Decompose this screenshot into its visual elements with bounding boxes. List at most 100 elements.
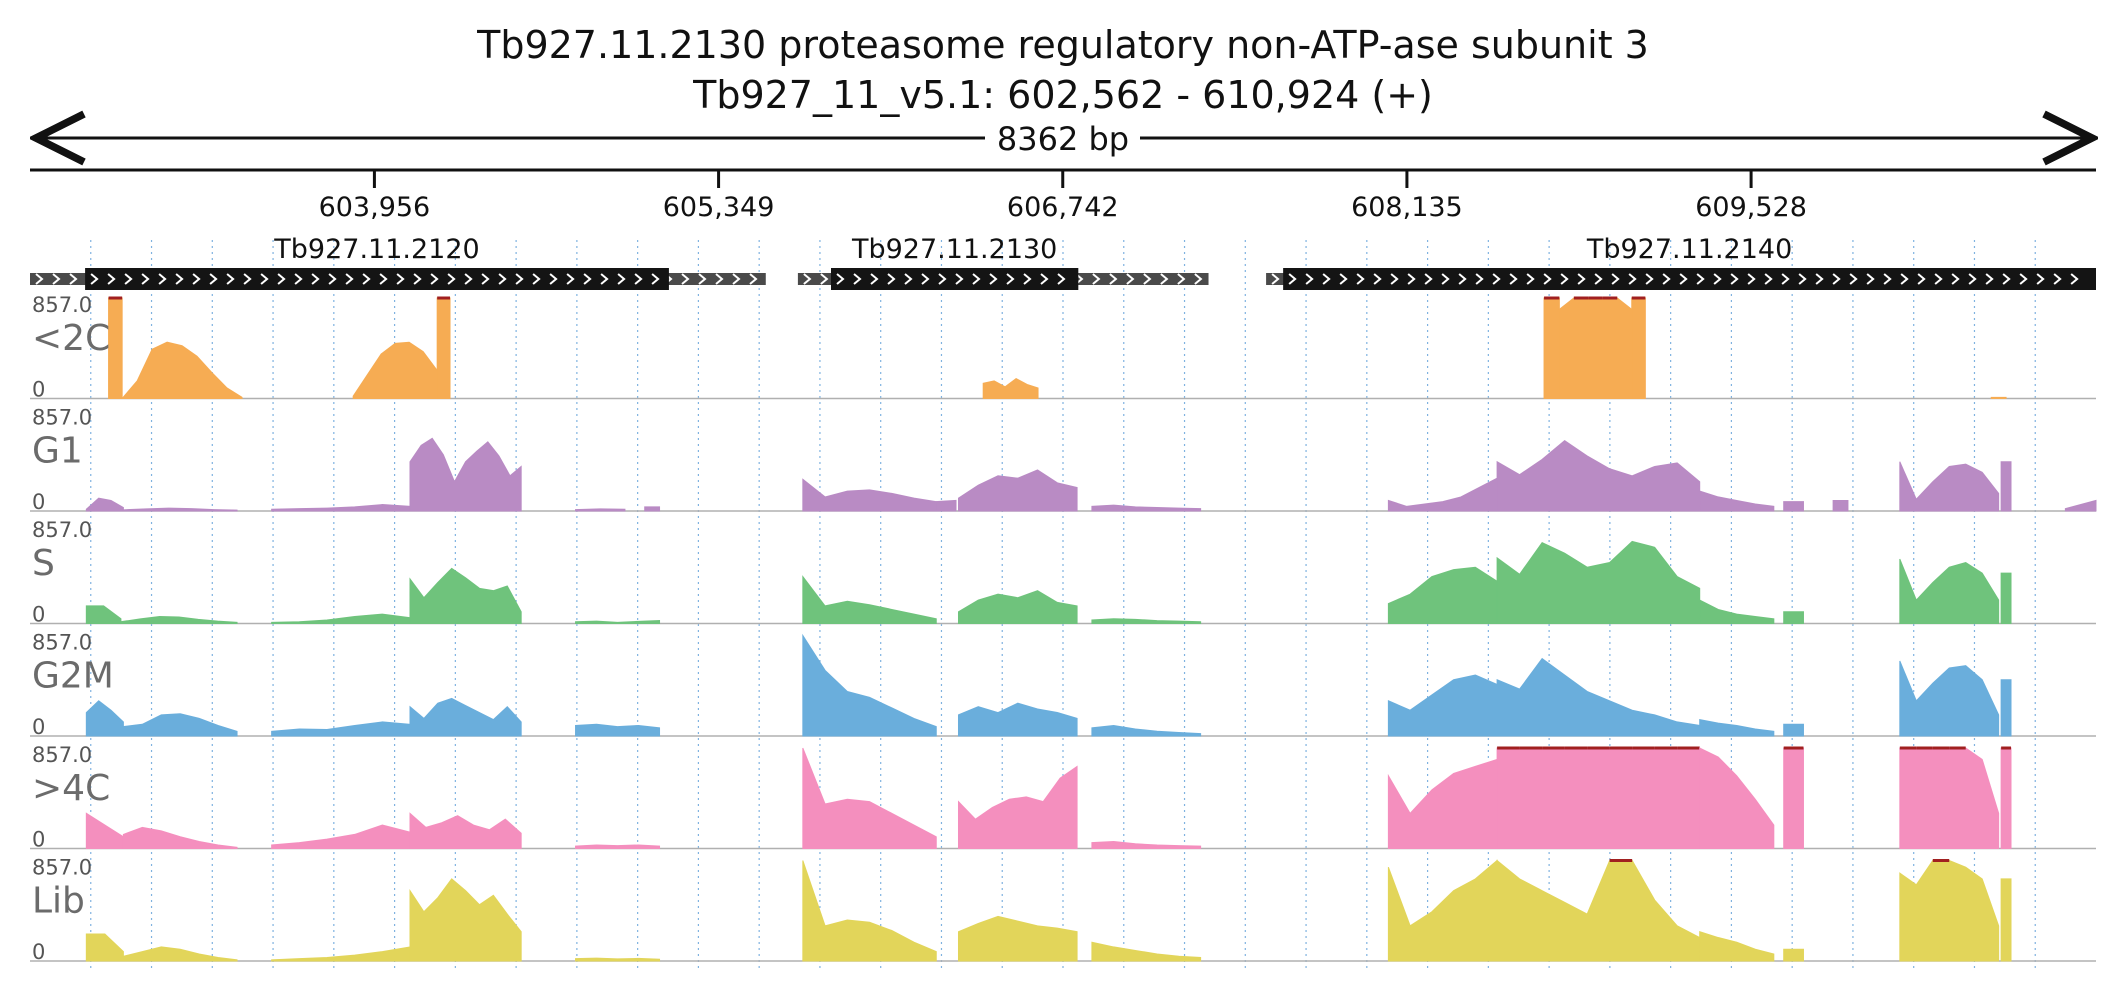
- strand-chevron: [328, 273, 337, 285]
- coverage-area: [1899, 747, 2000, 849]
- coverage-area: [1091, 840, 1202, 849]
- strand-chevron: [1441, 273, 1450, 285]
- strand-chevron: [311, 273, 320, 285]
- coverage-area: [802, 860, 937, 962]
- strand-chevron: [1645, 273, 1654, 285]
- coverage-area: [1496, 540, 1701, 624]
- strand-chevron: [1177, 273, 1186, 285]
- coverage-area: [271, 824, 411, 849]
- track-name-label: G2M: [32, 656, 114, 697]
- coverage-area: [1899, 461, 2000, 512]
- coverage-area: [271, 946, 411, 962]
- strand-chevron: [1160, 273, 1169, 285]
- coverage-track: 857.0 0 G2M: [30, 631, 2096, 739]
- strand-chevron: [1968, 273, 1977, 285]
- coverage-tracks: 857.00<2C857.00G1857.00S857.00G2M857.00>…: [30, 293, 2097, 964]
- track-ymin-label: 0: [32, 828, 45, 852]
- coverage-area: [2000, 572, 2012, 624]
- coverage-area: [1783, 501, 1804, 512]
- coverage-area: [802, 478, 937, 512]
- strand-chevron: [715, 273, 724, 285]
- strand-chevron: [870, 273, 879, 285]
- strand-chevron: [1849, 273, 1858, 285]
- strand-chevron: [243, 273, 252, 285]
- strand-chevron: [1475, 273, 1484, 285]
- strand-chevron: [583, 273, 592, 285]
- gene-cds: [831, 268, 1079, 290]
- track-ymin-label: 0: [32, 378, 45, 402]
- coverage-area: [957, 915, 1078, 962]
- strand-chevron: [430, 273, 439, 285]
- strand-chevron: [566, 273, 575, 285]
- coverage-area: [271, 613, 411, 624]
- coverage-area: [1699, 599, 1775, 624]
- strand-chevron: [972, 273, 981, 285]
- strand-chevron: [1662, 273, 1671, 285]
- track-ymax-label: 857.0: [32, 406, 92, 430]
- gene-model: Tb927.11.2120: [30, 234, 766, 290]
- chart-title: Tb927.11.2130 proteasome regulatory non-…: [476, 23, 1649, 67]
- track-ymin-label: 0: [32, 490, 45, 514]
- strand-chevron: [294, 273, 303, 285]
- strand-chevron: [69, 273, 78, 285]
- coverage-area: [1496, 440, 1701, 512]
- track-ymax-label: 857.0: [32, 631, 92, 655]
- strand-chevron: [2019, 273, 2028, 285]
- coverage-area: [1899, 660, 2000, 737]
- coverage-area: [108, 297, 123, 399]
- strand-chevron: [192, 273, 201, 285]
- strand-chevron: [464, 273, 473, 285]
- strand-chevron: [362, 273, 371, 285]
- gene-model: Tb927.11.2140: [1266, 234, 2096, 290]
- strand-chevron: [515, 273, 524, 285]
- coverage-area: [1699, 718, 1775, 737]
- track-name-label: <2C: [32, 318, 110, 359]
- strand-chevron: [175, 273, 184, 285]
- strand-chevron: [1951, 273, 1960, 285]
- track-name-label: G1: [32, 431, 83, 472]
- strand-chevron: [1526, 273, 1535, 285]
- strand-chevron: [904, 273, 913, 285]
- coverage-area: [2000, 747, 2012, 849]
- gene-label: Tb927.11.2120: [273, 234, 479, 265]
- strand-chevron: [1288, 273, 1297, 285]
- strand-chevron: [989, 273, 998, 285]
- strand-chevron: [651, 273, 660, 285]
- strand-chevron: [35, 273, 44, 285]
- coverage-area: [575, 620, 661, 624]
- coverage-area: [575, 723, 661, 737]
- chart-subtitle: Tb927_11_v5.1: 602,562 - 610,924 (+): [692, 73, 1433, 117]
- coverage-area: [120, 615, 238, 624]
- strand-chevron: [681, 273, 690, 285]
- coverage-area: [122, 826, 238, 849]
- strand-chevron: [1611, 273, 1620, 285]
- track-name-label: Lib: [32, 881, 85, 922]
- strand-chevron: [1407, 273, 1416, 285]
- strand-chevron: [1057, 273, 1066, 285]
- strand-chevron: [413, 273, 422, 285]
- strand-chevron: [803, 273, 812, 285]
- coverage-track: 857.0 0 >4C: [30, 743, 2096, 852]
- coverage-area: [85, 812, 124, 849]
- coverage-area: [271, 504, 411, 512]
- coverage-area: [2000, 461, 2012, 512]
- coverage-area: [1387, 758, 1498, 849]
- strand-chevron: [853, 273, 862, 285]
- strand-chevron: [634, 273, 643, 285]
- strand-chevron: [1143, 273, 1152, 285]
- strand-chevron: [749, 273, 758, 285]
- x-axis: 603,956 605,349 606,742 608,135 609,528: [30, 168, 2096, 223]
- track-ymin-label: 0: [32, 603, 45, 627]
- strand-chevron: [1339, 273, 1348, 285]
- coverage-area: [122, 946, 238, 962]
- track-ymax-label: 857.0: [32, 518, 92, 542]
- strand-chevron: [1458, 273, 1467, 285]
- coverage-track: 857.0 0 <2C: [30, 293, 2096, 402]
- strand-chevron: [345, 273, 354, 285]
- strand-chevron: [2036, 273, 2045, 285]
- coverage-area: [2000, 679, 2012, 737]
- strand-chevron: [1322, 273, 1331, 285]
- x-tick-label: 609,528: [1695, 192, 1807, 223]
- coverage-area: [122, 507, 238, 512]
- track-ymax-label: 857.0: [32, 743, 92, 767]
